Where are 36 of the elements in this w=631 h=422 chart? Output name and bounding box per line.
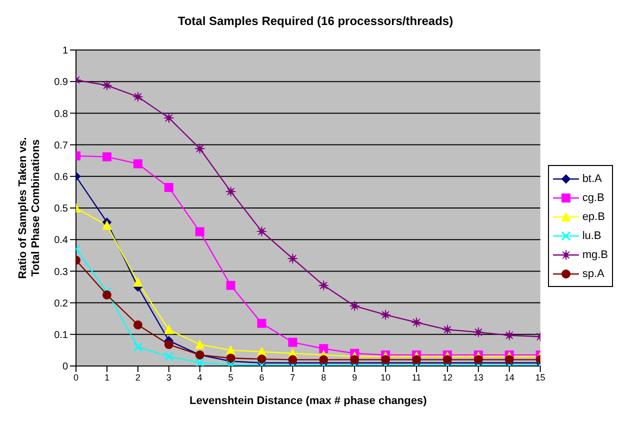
legend-label: ep.B	[582, 210, 605, 222]
x-tick-label: 2	[135, 372, 140, 382]
x-tick-label: 15	[535, 372, 546, 382]
x-tick-label: 4	[197, 372, 202, 382]
y-tick-label: 0.6	[54, 172, 68, 183]
legend-label: sp.A	[582, 268, 604, 280]
y-tick-label: 0.7	[54, 140, 68, 152]
y-tick-label: 0.3	[54, 266, 68, 278]
y-tick-label: 0.4	[54, 235, 68, 246]
x-tick-label: 0	[73, 372, 79, 382]
y-tick-label: 0	[62, 362, 68, 373]
y-tick-label: 0.5	[54, 204, 68, 215]
y-tick-label: 1	[62, 46, 68, 57]
x-tick-label: 9	[352, 372, 358, 382]
legend-label: lu.B	[582, 230, 602, 242]
x-tick-label: 13	[473, 372, 484, 382]
x-tick-label: 8	[321, 372, 326, 382]
y-tick-label: 0.9	[54, 77, 68, 88]
x-tick-label: 14	[504, 372, 514, 382]
x-tick-label: 5	[228, 372, 234, 382]
y-axis-title: Ratio of Samples Taken vs. Total Phase Combinations	[17, 137, 42, 279]
legend-label: mg.B	[582, 248, 608, 260]
x-tick-label: 1	[104, 372, 110, 382]
x-tick-label: 10	[380, 372, 391, 382]
x-tick-label: 6	[259, 372, 264, 382]
y-tick-label: 0.2	[54, 298, 68, 310]
x-tick-label: 7	[290, 372, 296, 382]
y-tick-label: 0.8	[54, 108, 68, 120]
x-tick-label: 3	[166, 372, 172, 382]
chart-title: Total Samples Required (16 processors/threads)	[176, 13, 454, 30]
x-axis-title: Levenshtein Distance (max # phase changes)	[190, 395, 428, 407]
legend-label: bt.A	[582, 172, 602, 184]
y-tick-label: 0.1	[54, 330, 68, 341]
x-tick-label: 11	[412, 372, 422, 382]
x-tick-label: 12	[442, 372, 452, 382]
legend-label: cg.B	[582, 192, 604, 204]
